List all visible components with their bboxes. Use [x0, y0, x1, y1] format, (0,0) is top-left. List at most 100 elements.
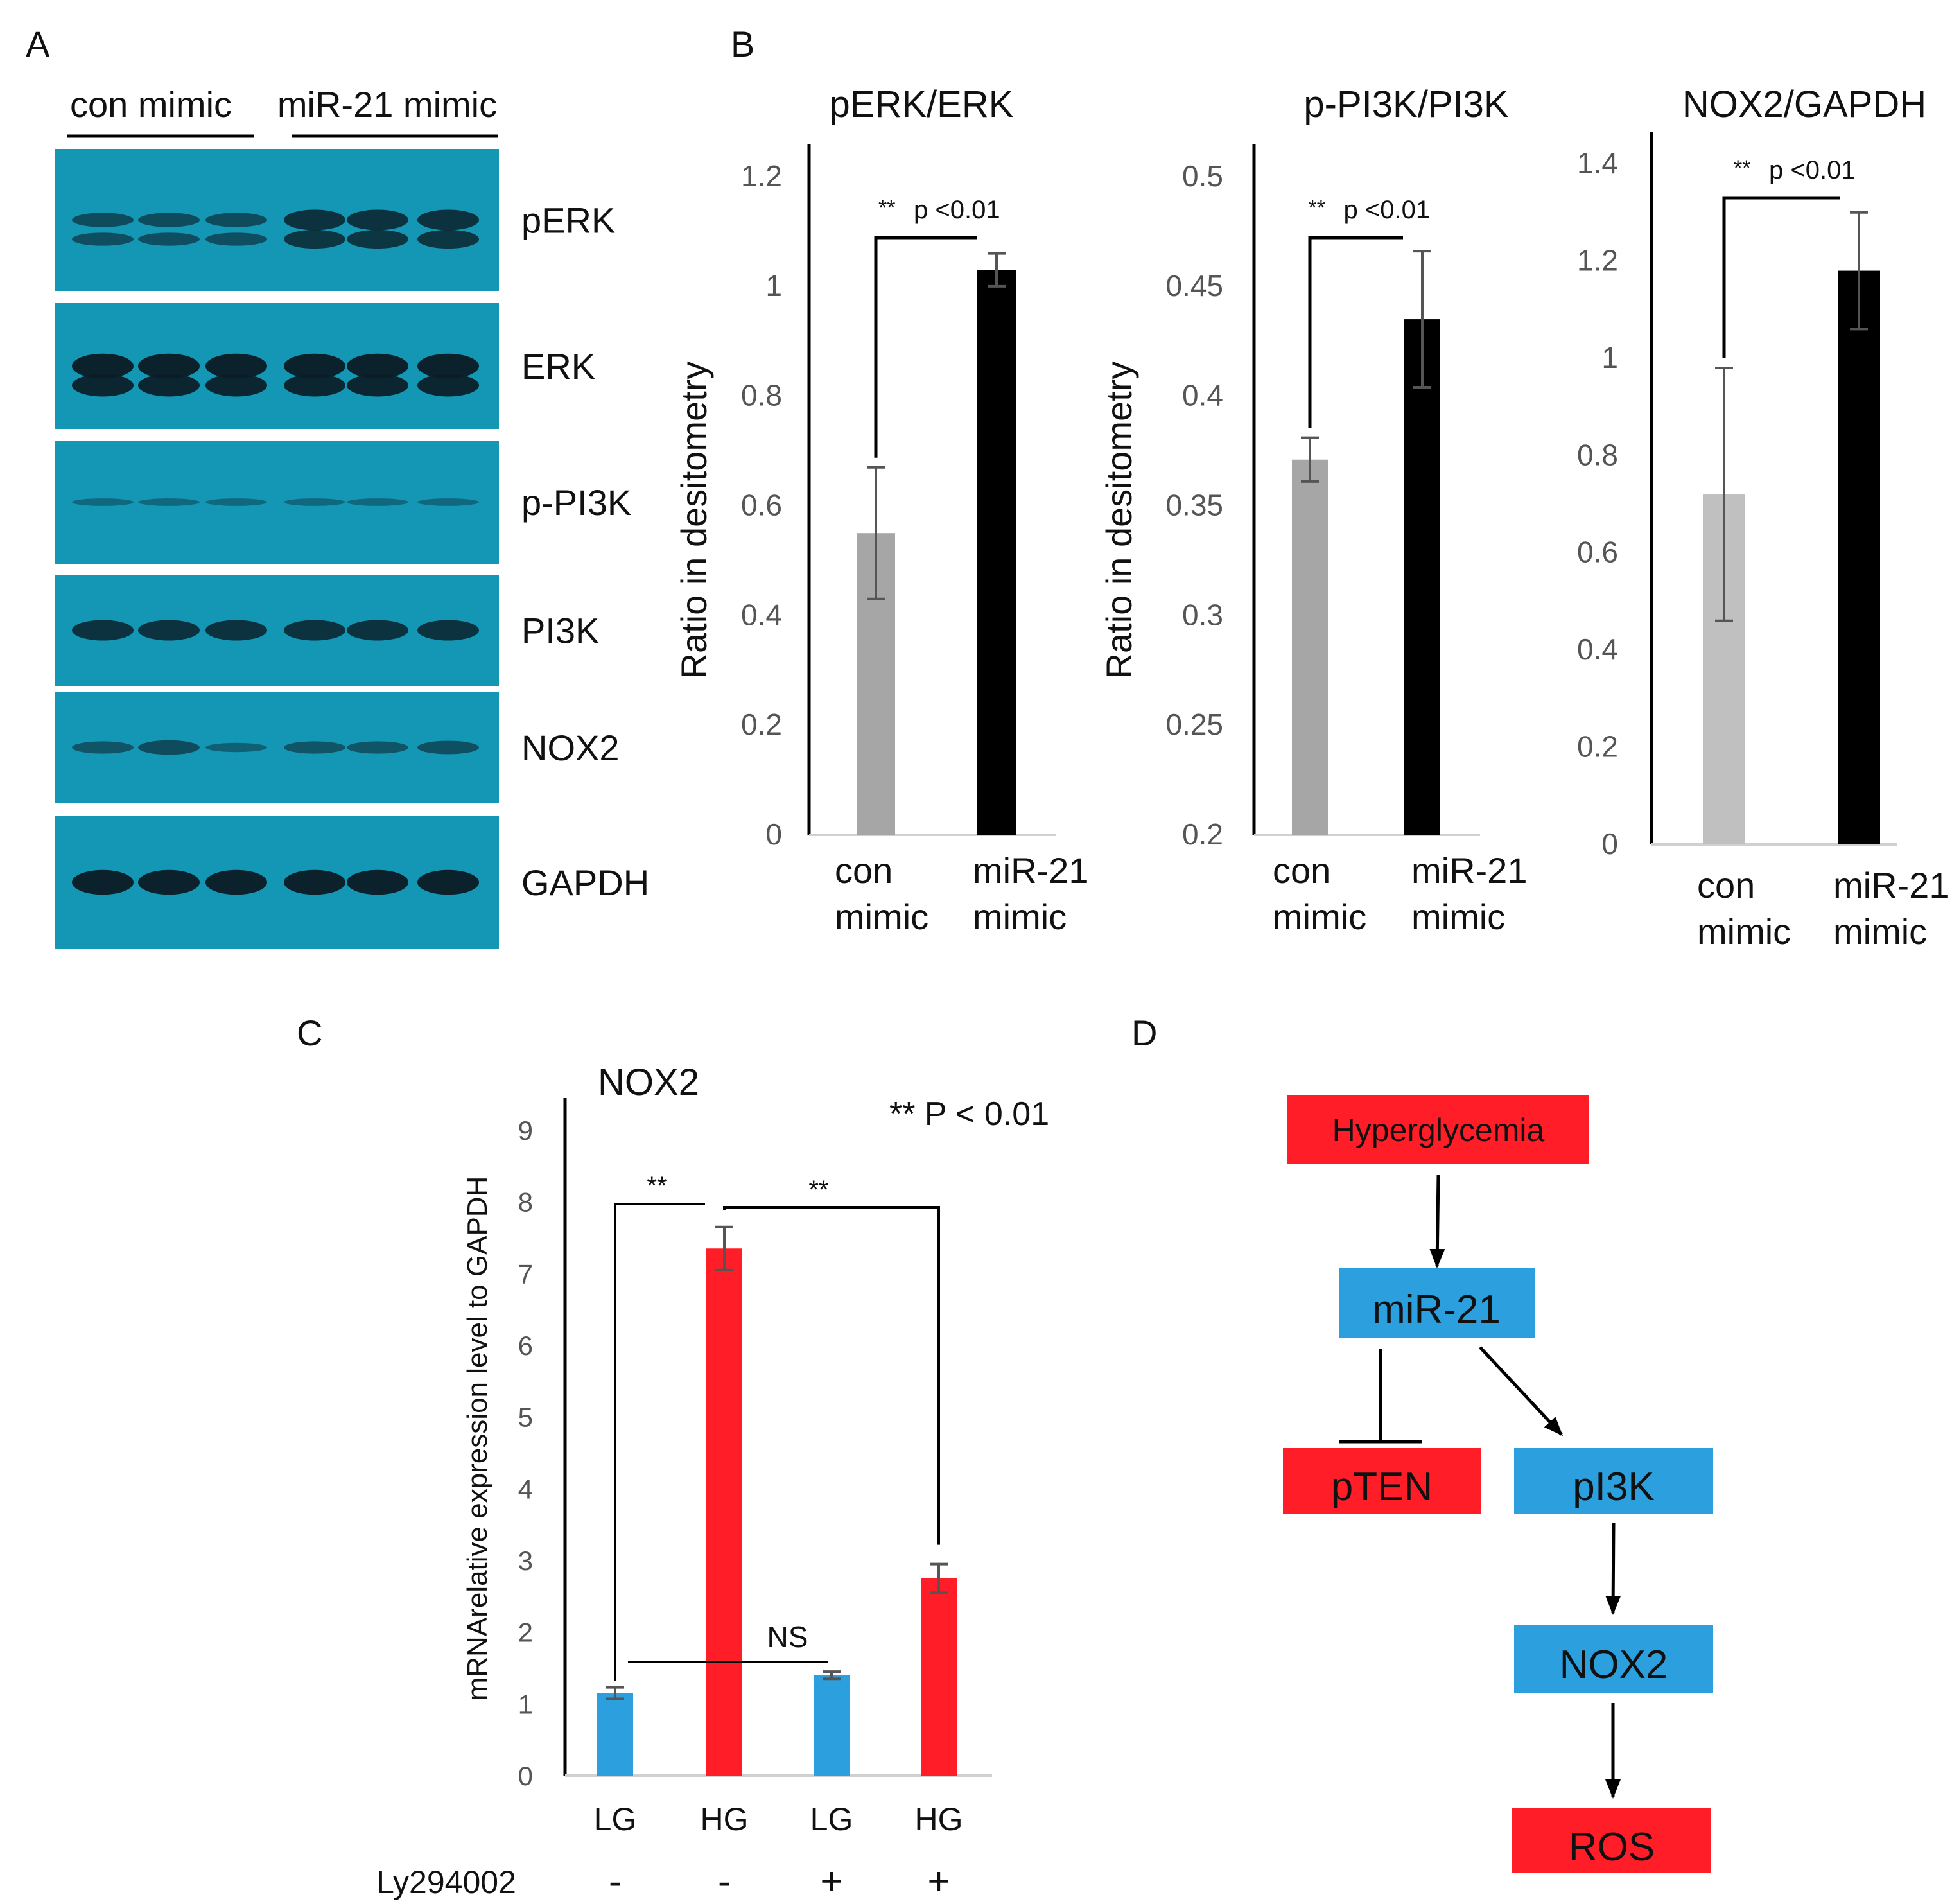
blot-band: [417, 209, 479, 231]
edge-mir21-pi3k: [1479, 1346, 1564, 1437]
node-pten: [1283, 1448, 1481, 1514]
significance-bracket: [874, 236, 977, 458]
blot-band: [72, 213, 134, 227]
y-axis-label: Ratio in desitometry: [674, 362, 714, 679]
y-tick-label: 7: [518, 1259, 533, 1289]
significance-bracket: [1308, 236, 1403, 428]
blot-band: [417, 620, 479, 641]
panel-label-b: B: [731, 24, 754, 64]
y-tick-label: 9: [518, 1115, 533, 1146]
blot-band: [284, 229, 345, 249]
blot-band: [417, 740, 479, 755]
blot-band: [347, 374, 408, 397]
blot-band: [72, 498, 134, 506]
blot-label-perk: pERK: [521, 200, 615, 241]
blot-band: [205, 498, 267, 506]
blot-band: [205, 620, 267, 641]
y-tick-label: 4: [518, 1474, 533, 1504]
treatment-value: +: [927, 1860, 950, 1903]
x-category-label: LG: [810, 1801, 853, 1837]
y-tick-label: 1.2: [1577, 243, 1618, 277]
comparison-label: **: [808, 1176, 828, 1204]
blot-band: [138, 869, 200, 895]
y-tick-label: 0.2: [1182, 817, 1223, 851]
blot-band: [72, 353, 134, 379]
treatment-value: +: [820, 1860, 842, 1903]
blot-band: [138, 498, 200, 506]
blot-label-gapdh: GAPDH: [521, 862, 649, 903]
panel-label-c: C: [297, 1013, 322, 1053]
blot-group-label-con: con mimic: [70, 84, 232, 125]
x-category-label: miR-21: [1411, 850, 1527, 891]
x-category-label: miR-21: [1833, 865, 1949, 905]
bar: [814, 1675, 850, 1776]
blot-band: [347, 869, 408, 895]
western-blot: con mimic miR-21 mimic pERK ERK p-PI3K PI3K…: [55, 84, 649, 949]
chart-title: p-PI3K/PI3K: [1303, 83, 1508, 125]
y-tick-label: 1: [765, 269, 782, 302]
node-nox2-label: NOX2: [1560, 1643, 1668, 1687]
node-ros: [1512, 1808, 1711, 1873]
y-tick-label: 0.6: [1577, 536, 1618, 569]
bar: [597, 1693, 633, 1776]
x-category-label: LG: [594, 1801, 637, 1837]
y-tick-label: 0.2: [741, 708, 782, 741]
blot-band: [284, 353, 345, 379]
blot-band: [417, 353, 479, 379]
x-category-label: con: [1273, 850, 1330, 891]
blot-band: [284, 498, 345, 506]
x-category-label: HG: [701, 1801, 749, 1837]
chart-title: NOX2/GAPDH: [1682, 83, 1926, 125]
node-nox2: [1514, 1625, 1713, 1693]
y-tick-label: 1: [1601, 341, 1618, 374]
blot-band: [205, 374, 267, 397]
node-hyperglycemia-label: Hyperglycemia: [1332, 1112, 1545, 1148]
y-tick-label: 1.2: [741, 159, 782, 193]
node-hyperglycemia: [1287, 1095, 1589, 1164]
x-category-label: mimic: [835, 896, 928, 937]
blot-band: [138, 353, 200, 379]
comparison-label: NS: [767, 1620, 808, 1654]
y-tick-label: 0.6: [741, 489, 782, 522]
blot-strip-p-pi3k: [55, 441, 499, 564]
blot-label-p-pi3k: p-PI3K: [521, 482, 631, 523]
significance-stars: **: [1734, 156, 1750, 180]
blot-band: [205, 353, 267, 379]
node-ros-label: ROS: [1569, 1825, 1655, 1869]
treatment-value: -: [609, 1860, 622, 1903]
y-tick-label: 5: [518, 1402, 533, 1433]
x-category-label: mimic: [1273, 896, 1366, 937]
y-tick-label: 0.4: [741, 598, 782, 631]
significance-stars: **: [1309, 196, 1325, 220]
blot-band: [417, 498, 479, 506]
blot-band: [72, 374, 134, 397]
comparison-bracket: [723, 1206, 940, 1545]
y-tick-label: 1: [518, 1689, 533, 1719]
blot-band: [417, 229, 479, 249]
x-category-label: mimic: [1411, 896, 1505, 937]
treatment-value: -: [718, 1860, 731, 1903]
chart-title: NOX2: [598, 1061, 699, 1103]
x-category-label: mimic: [1697, 911, 1791, 952]
bar: [921, 1578, 957, 1776]
blot-band: [284, 741, 345, 754]
significance-text: p <0.01: [1769, 156, 1856, 184]
blot-band: [72, 620, 134, 641]
y-axis-label: mRNArelative expression level to GAPDH: [462, 1176, 493, 1701]
blot-band: [205, 869, 267, 895]
blot-band: [205, 742, 267, 753]
chart-title: pERK/ERK: [830, 83, 1014, 125]
blot-band: [138, 740, 200, 755]
y-tick-label: 0.4: [1182, 379, 1223, 412]
y-tick-label: 0.8: [741, 379, 782, 412]
bar: [1292, 459, 1328, 835]
y-tick-label: 0.2: [1577, 730, 1618, 764]
y-tick-label: 0: [765, 817, 782, 851]
y-tick-label: 0.45: [1165, 269, 1223, 302]
significance-stars: **: [878, 196, 895, 220]
y-tick-label: 0.5: [1182, 159, 1223, 193]
node-pi3k-label: pI3K: [1573, 1465, 1655, 1509]
blot-band: [417, 869, 479, 895]
chart-nox2-gapdh: 0 0.2 0.4 0.6 0.8 1 1.2 1.4 NOX2/GAPDH con mimic mi…: [1577, 83, 1949, 952]
